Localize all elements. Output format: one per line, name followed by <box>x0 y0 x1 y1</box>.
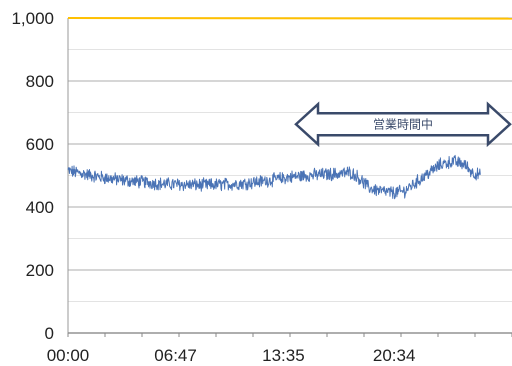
x-tick-label: 20:34 <box>373 346 416 365</box>
double-arrow-shape <box>294 101 512 148</box>
x-axis: 00:00 06:47 13:35 20:34 <box>47 332 512 365</box>
y-tick-label: 1,000 <box>11 9 54 28</box>
series-line-1 <box>67 154 481 200</box>
y-tick-label: 600 <box>26 135 54 154</box>
x-tick-label: 00:00 <box>47 346 90 365</box>
series-line-0 <box>67 17 512 20</box>
business-hours-annotation: 営業時間中 <box>294 101 512 148</box>
business-hours-label: 営業時間中 <box>373 116 433 131</box>
x-tick-label: 06:47 <box>154 346 197 365</box>
y-tick-label: 200 <box>26 261 54 280</box>
x-tick-label: 13:35 <box>262 346 305 365</box>
y-tick-label: 0 <box>45 324 54 343</box>
y-tick-label: 400 <box>26 198 54 217</box>
y-axis: 0 200 400 600 800 1,000 <box>11 9 69 343</box>
series-layer <box>67 17 512 200</box>
y-tick-label: 800 <box>26 72 54 91</box>
